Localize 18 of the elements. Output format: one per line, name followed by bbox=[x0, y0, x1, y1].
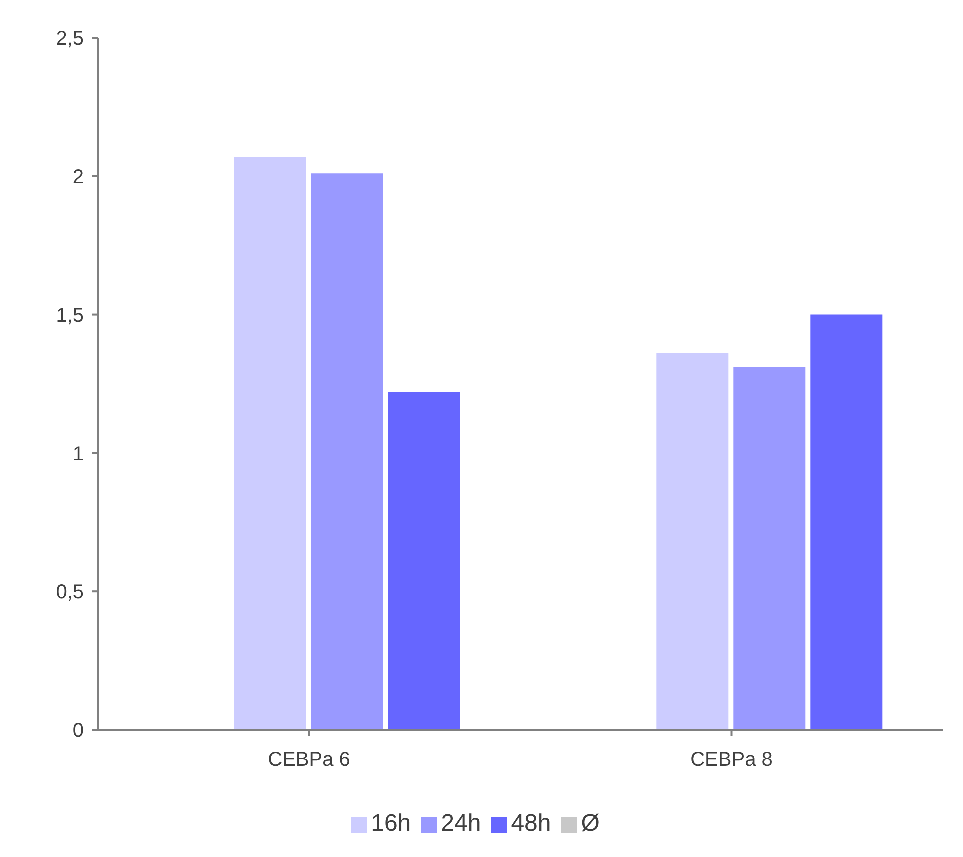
legend-label: Ø bbox=[581, 810, 600, 837]
x-tick-label: CEBPa 8 bbox=[690, 749, 773, 772]
y-tick-label: 1,5 bbox=[56, 304, 84, 327]
bar bbox=[388, 392, 460, 730]
bar bbox=[810, 314, 883, 730]
y-tick-label: 0,5 bbox=[56, 582, 84, 604]
legend-label: 16h bbox=[371, 810, 412, 837]
y-tick-label: 1 bbox=[72, 443, 84, 466]
bar bbox=[234, 157, 306, 730]
bar bbox=[734, 367, 806, 730]
legend-label: 24h bbox=[441, 810, 482, 837]
y-tick-label: 2 bbox=[72, 166, 84, 188]
x-tick-label: CEBPa 6 bbox=[268, 749, 350, 772]
y-tick-label: 2,5 bbox=[56, 28, 84, 50]
bar bbox=[311, 174, 384, 730]
legend-label: 48h bbox=[511, 810, 552, 837]
y-tick-label: 0 bbox=[72, 720, 84, 742]
bar bbox=[656, 354, 729, 730]
